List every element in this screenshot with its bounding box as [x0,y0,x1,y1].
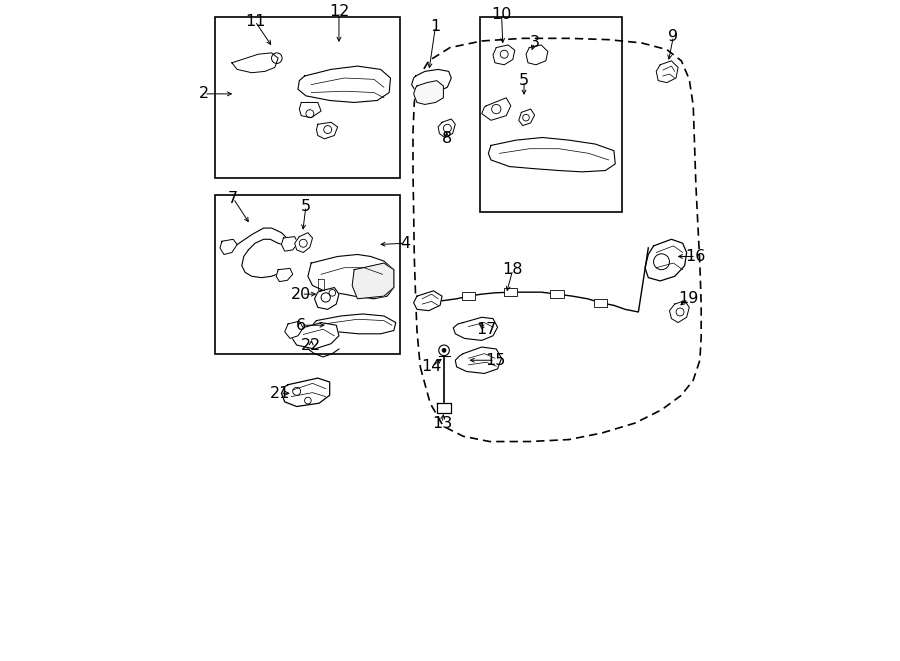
Text: 15: 15 [485,353,505,368]
Bar [462,292,475,300]
Polygon shape [298,66,391,102]
Polygon shape [317,122,338,139]
Text: 1: 1 [430,19,441,34]
Text: 12: 12 [328,5,349,19]
Polygon shape [670,301,689,323]
Polygon shape [411,69,451,94]
Text: 16: 16 [686,249,706,264]
Polygon shape [645,239,687,281]
Polygon shape [282,237,298,251]
Polygon shape [276,268,292,282]
Polygon shape [526,45,548,65]
Polygon shape [414,81,444,104]
Polygon shape [518,109,535,126]
Text: 17: 17 [476,322,497,336]
Polygon shape [300,102,321,118]
Polygon shape [312,314,396,334]
Polygon shape [232,53,278,73]
Bar [215,195,400,354]
Text: 2: 2 [199,87,209,101]
Polygon shape [314,288,339,309]
Polygon shape [282,378,329,407]
Text: 21: 21 [270,386,291,401]
Polygon shape [220,239,238,254]
Text: 3: 3 [529,36,540,50]
Text: 5: 5 [519,73,529,88]
Polygon shape [308,254,394,299]
Polygon shape [294,233,312,253]
Polygon shape [454,317,498,340]
Circle shape [442,348,446,352]
Text: 14: 14 [421,360,442,374]
Polygon shape [493,45,515,65]
Polygon shape [455,347,501,373]
Text: 4: 4 [400,236,410,251]
Polygon shape [414,291,442,311]
Text: 22: 22 [302,338,321,352]
Text: 10: 10 [491,7,512,22]
Polygon shape [436,403,451,413]
Text: 6: 6 [296,318,306,332]
Polygon shape [292,323,339,349]
Text: 19: 19 [678,292,698,306]
Text: 20: 20 [291,287,311,301]
Polygon shape [489,137,616,172]
Bar [504,288,518,296]
Bar [480,17,622,212]
Polygon shape [482,98,511,120]
Text: 11: 11 [245,14,266,28]
Bar [215,17,400,178]
Polygon shape [352,263,394,299]
Text: 18: 18 [502,262,523,277]
Text: 9: 9 [669,29,679,44]
Text: 7: 7 [228,191,238,206]
Text: 5: 5 [301,199,311,214]
Polygon shape [284,321,303,338]
Polygon shape [656,61,678,83]
Text: 13: 13 [432,416,452,430]
Text: 8: 8 [442,132,452,146]
Polygon shape [438,119,455,137]
Bar [551,290,563,298]
Bar [594,299,608,307]
